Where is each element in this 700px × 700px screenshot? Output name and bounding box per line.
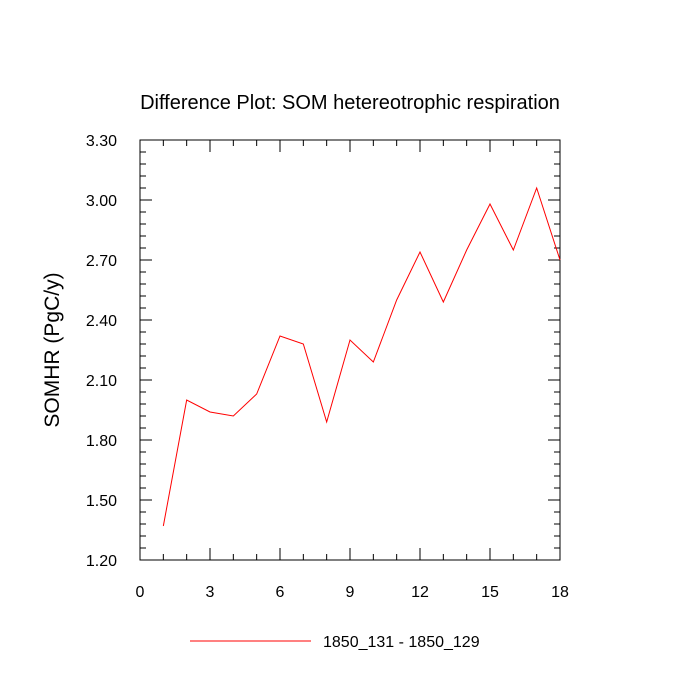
x-tick-label: 0: [136, 584, 145, 601]
y-tick-label: 1.20: [86, 553, 117, 570]
axis-tick-labels: 0 3 6 9 12 15 18 1.20 1.50 1.80 2.10 2.40 2.70 3.00 3.…: [86, 133, 569, 601]
x-tick-label: 3: [206, 584, 215, 601]
y-tick-label: 3.00: [86, 193, 117, 210]
series-line: [162, 186, 561, 527]
x-tick-label: 9: [346, 584, 355, 601]
legend: 1850_131 - 1850_129: [190, 634, 480, 651]
x-tick-label: 12: [411, 584, 429, 601]
y-tick-label: 1.50: [86, 493, 117, 510]
y-tick-label: 2.40: [86, 313, 117, 330]
plot-frame: [139, 139, 561, 561]
y-tick-label: 2.70: [86, 253, 117, 270]
legend-label: 1850_131 - 1850_129: [323, 634, 480, 651]
y-tick-label: 1.80: [86, 433, 117, 450]
axis-ticks: [139, 139, 561, 561]
x-tick-label: 15: [481, 584, 499, 601]
y-tick-label: 2.10: [86, 373, 117, 390]
x-tick-label: 18: [551, 584, 569, 601]
y-tick-label: 3.30: [86, 133, 117, 150]
y-axis-label: SOMHR (PgC/y): [41, 272, 64, 427]
x-tick-label: 6: [276, 584, 285, 601]
series-group: [162, 186, 561, 527]
chart-title: Difference Plot: SOM hetereotrophic resp…: [140, 92, 560, 114]
